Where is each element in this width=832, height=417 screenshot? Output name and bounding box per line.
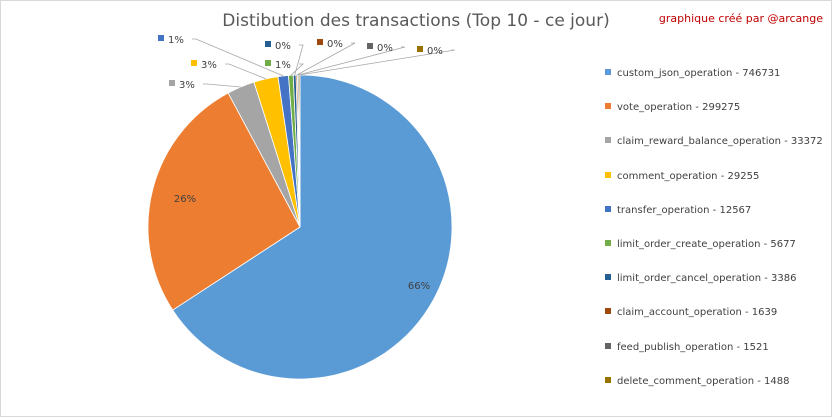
pie-slice-vote-operation [147,92,301,311]
data-label-swatch-claim-account-operation [317,39,323,45]
legend-swatch [605,103,611,110]
legend-label: limit_order_cancel_operation - 3386 [617,273,797,285]
legend-swatch [605,239,611,246]
legend-swatch [605,342,611,349]
legend-swatch [605,171,611,178]
data-label-limit-order-cancel-operation: 0% [275,41,291,52]
leader-line-feed-publish-operation [297,46,406,76]
legend-label: feed_publish_operation - 1521 [617,341,769,353]
legend-item-claim-account-operation: claim_account_operation - 1639 [605,296,831,330]
legend-label: claim_account_operation - 1639 [617,307,778,319]
data-label-swatch-limit-order-create-operation [265,60,271,66]
legend-label: vote_operation - 299275 [617,102,741,114]
legend-item-custom-json-operation: custom_json_operation - 746731 [605,57,831,91]
pie-slice-custom-json-operation [172,74,453,380]
pie-slices [147,74,453,380]
data-label-limit-order-create-operation: 1% [275,60,291,71]
legend-label: limit_order_create_operation - 5677 [617,238,796,250]
legend-label: transfer_operation - 12567 [617,204,752,216]
data-label-claim-account-operation: 0% [327,39,343,50]
leader-line-limit-order-create-operation [290,63,305,76]
data-labels: 66% 26% 3% 3% 1% 1% 0% 0% 0% 0% [158,35,443,292]
legend-swatch [605,376,611,383]
chart-title: Distibution des transactions (Top 10 - c… [222,11,610,31]
chart-credit: graphique créé par @arcange [658,12,823,25]
data-label-transfer-operation: 1% [168,35,184,46]
leader-lines [192,38,456,88]
data-label-custom-json-operation: 66% [408,281,430,292]
legend-label: claim_reward_balance_operation - 33372 [617,136,823,148]
legend-label: comment_operation - 29255 [617,170,760,182]
chart-legend: custom_json_operation - 746731 vote_opera… [605,57,831,399]
legend-item-claim-reward-balance-operation: claim_reward_balance_operation - 33372 [605,125,831,159]
data-label-swatch-delete-comment-operation [417,46,423,52]
legend-swatch [605,205,611,212]
legend-label: custom_json_operation - 746731 [617,68,781,79]
leader-line-claim-reward-balance-operation [203,83,241,88]
data-label-swatch-limit-order-cancel-operation [265,41,271,47]
data-label-swatch-feed-publish-operation [367,43,373,49]
legend-swatch [605,69,611,75]
legend-item-transfer-operation: transfer_operation - 12567 [605,194,831,228]
legend-label: delete_comment_operation - 1488 [617,375,790,387]
leader-line-limit-order-cancel-operation [294,44,304,76]
leader-line-comment-operation [225,63,267,80]
data-label-swatch-comment-operation [191,60,197,66]
legend-item-feed-publish-operation: feed_publish_operation - 1521 [605,331,831,365]
data-label-swatch-transfer-operation [158,35,164,41]
legend-item-limit-order-create-operation: limit_order_create_operation - 5677 [605,228,831,262]
legend-item-limit-order-cancel-operation: limit_order_cancel_operation - 3386 [605,262,831,296]
legend-swatch [605,308,611,315]
data-label-delete-comment-operation: 0% [427,46,443,57]
legend-item-vote-operation: vote_operation - 299275 [605,91,831,125]
legend-item-delete-comment-operation: delete_comment_operation - 1488 [605,365,831,399]
leader-line-delete-comment-operation [299,49,456,76]
data-label-feed-publish-operation: 0% [377,43,393,54]
leader-line-transfer-operation [192,38,284,77]
leader-line-claim-account-operation [296,42,356,76]
legend-swatch [605,137,611,144]
data-label-vote-operation: 26% [174,194,196,205]
data-label-swatch-claim-reward-balance-operation [169,80,175,86]
pie-chart: 66% 26% 3% 3% 1% 1% 0% 0% 0% 0% [147,35,456,380]
data-label-claim-reward-balance-operation: 3% [179,80,195,91]
data-label-comment-operation: 3% [201,60,217,71]
legend-swatch [605,274,611,281]
legend-item-comment-operation: comment_operation - 29255 [605,160,831,194]
